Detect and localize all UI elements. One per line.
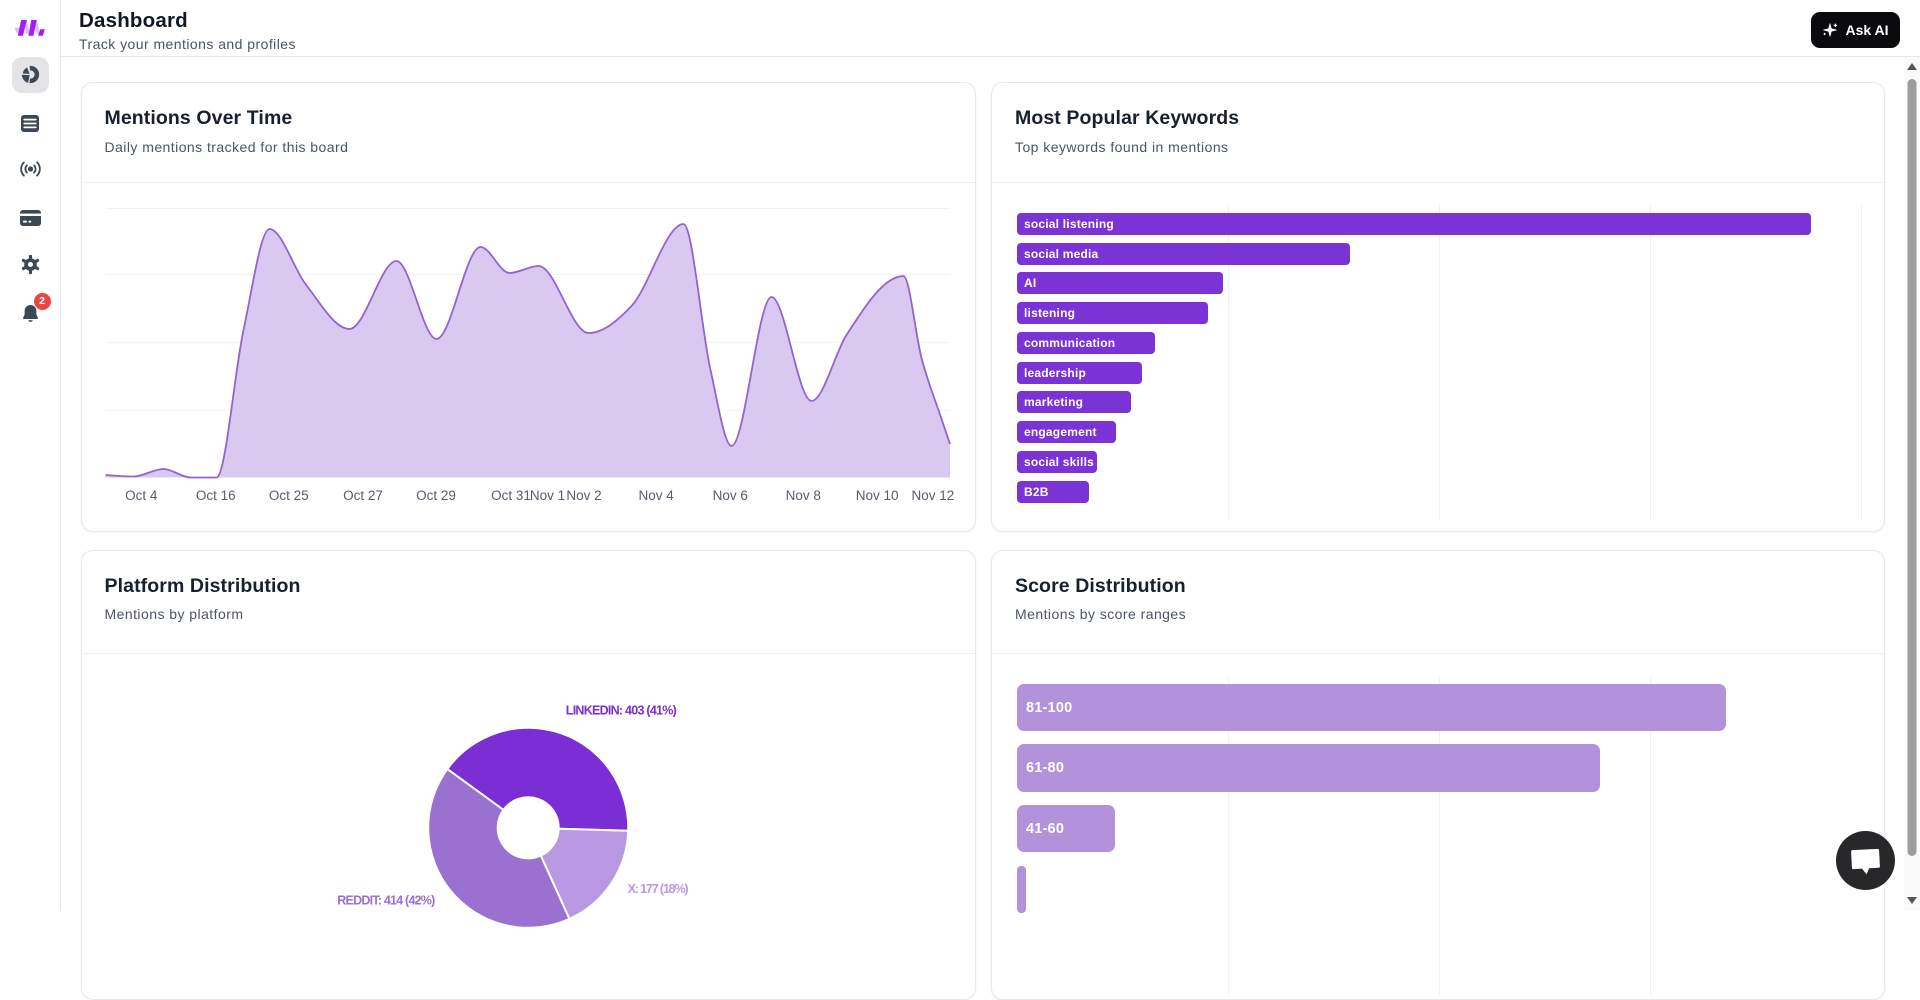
svg-text:Nov 2: Nov 2 — [566, 488, 601, 503]
svg-text:Oct 27: Oct 27 — [343, 488, 383, 503]
svg-text:Oct 25: Oct 25 — [268, 488, 308, 503]
svg-text:Nov 6: Nov 6 — [712, 488, 747, 503]
svg-text:LINKEDIN: 403 (41%): LINKEDIN: 403 (41%) — [565, 703, 676, 717]
svg-text:Nov 8: Nov 8 — [785, 488, 820, 503]
svg-text:Oct 16: Oct 16 — [195, 488, 235, 503]
svg-text:Nov 1: Nov 1 — [529, 488, 564, 503]
svg-text:Oct 31: Oct 31 — [491, 488, 531, 503]
svg-text:Nov 10: Nov 10 — [855, 488, 898, 503]
svg-text:Oct 29: Oct 29 — [416, 488, 456, 503]
svg-text:REDDIT: 414 (42%): REDDIT: 414 (42%) — [337, 893, 435, 907]
svg-text:Oct 4: Oct 4 — [125, 488, 158, 503]
svg-text:Nov 4: Nov 4 — [638, 488, 674, 503]
svg-text:X: 177 (18%): X: 177 (18%) — [627, 882, 688, 896]
svg-text:Nov 12: Nov 12 — [911, 488, 954, 503]
